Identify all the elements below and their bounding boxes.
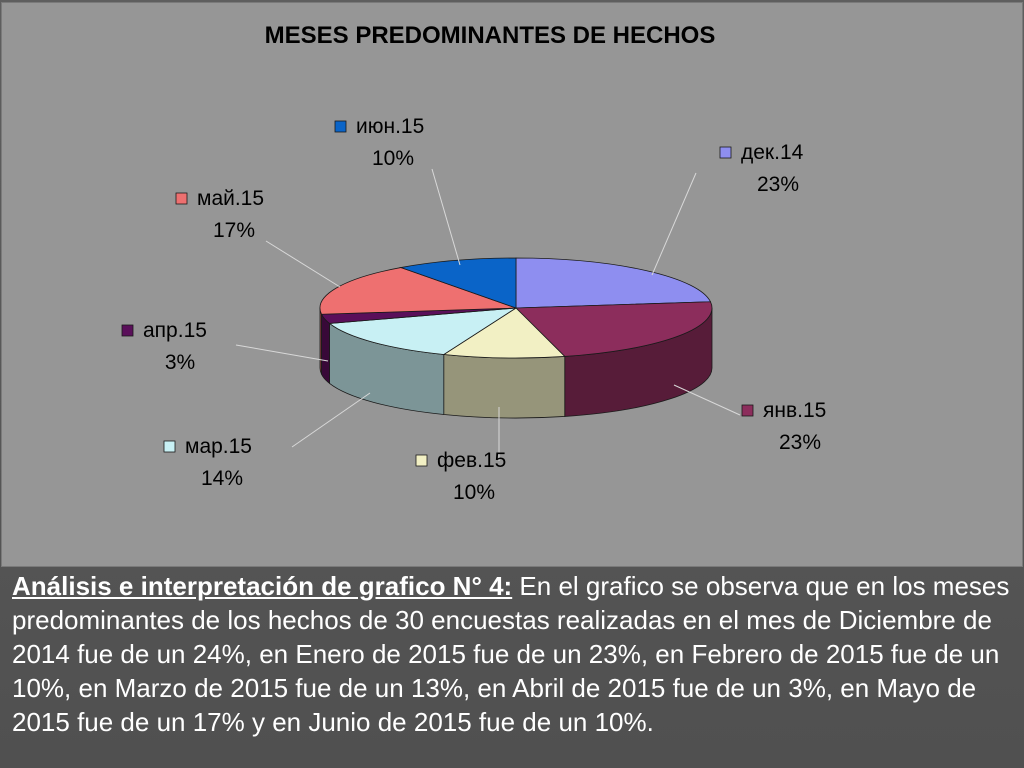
slice-label-1: янв.15	[763, 399, 826, 422]
pie-slice-6	[399, 257, 517, 309]
slice-label-6: июн.15	[356, 115, 424, 138]
leader-lines	[235, 168, 741, 461]
legend-swatch-2	[415, 454, 428, 467]
legend-swatch-0	[719, 146, 732, 159]
chart-area: MESES PREDOMINANTES DE HECHOS дек.14 23% я…	[1, 2, 1023, 567]
pie-slice-1	[515, 301, 713, 357]
leader-line-0	[651, 172, 697, 276]
pie-slice-2	[442, 307, 566, 359]
slice-percent-2: 10%	[453, 481, 495, 504]
slice-percent-5: 17%	[213, 219, 255, 242]
slice-percent-3: 14%	[201, 467, 243, 490]
pie-tops	[319, 257, 713, 359]
leader-line-6	[431, 168, 461, 266]
slice-percent-6: 10%	[372, 147, 414, 170]
pie-slice-0	[515, 257, 712, 309]
legend-swatch-3	[163, 440, 176, 453]
slice-percent-0: 23%	[757, 173, 799, 196]
leader-line-1	[673, 384, 741, 416]
slice-label-0: дек.14	[741, 141, 804, 164]
pie-side-2	[443, 354, 566, 419]
slice-label-2: фев.15	[437, 449, 506, 472]
analysis-body: En el grafico se observa que en los mese…	[12, 571, 1010, 737]
legend-swatch-6	[334, 120, 347, 133]
leader-line-5	[265, 240, 341, 288]
leader-line-3	[291, 392, 371, 448]
analysis-heading: Análisis e interpretación de grafico N° …	[12, 571, 513, 601]
slice-labels: дек.14 23% янв.15 23% фев.15 10% мар.15 14% апр.…	[121, 115, 826, 504]
slice-percent-4: 3%	[165, 351, 195, 374]
slice-percent-1: 23%	[779, 431, 821, 454]
pie-slice-5	[319, 267, 517, 315]
legend-swatch-4	[121, 324, 134, 337]
analysis-text: Análisis e interpretación de grafico N° …	[12, 569, 1016, 739]
legend-swatch-5	[175, 192, 188, 205]
slice-label-4: апр.15	[143, 319, 207, 342]
chart-title: MESES PREDOMINANTES DE HECHOS	[265, 22, 716, 49]
slice-label-5: май.15	[197, 187, 264, 210]
pie-side-4	[321, 314, 330, 385]
pie-chart: MESES PREDOMINANTES DE HECHOS дек.14 23% я…	[121, 22, 826, 504]
slice-label-3: мар.15	[185, 435, 252, 458]
leader-line-4	[235, 344, 329, 362]
legend-swatch-1	[741, 404, 754, 417]
pie-sides	[319, 307, 713, 419]
